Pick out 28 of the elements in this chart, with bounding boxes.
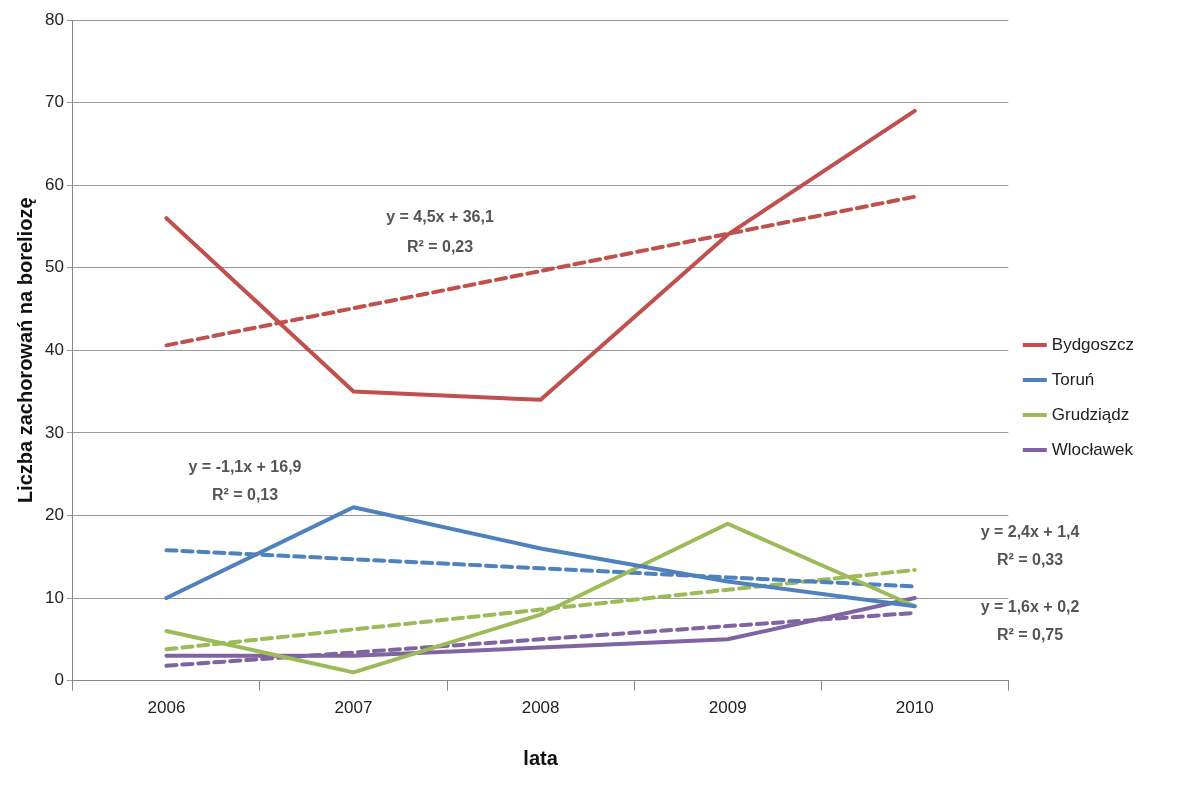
y-tick-label: 40 — [44, 339, 64, 359]
annotation: y = 4,5x + 36,1 — [386, 208, 494, 226]
y-tick-label: 70 — [44, 92, 64, 112]
y-tick-label: 60 — [44, 174, 64, 194]
y-tick-label: 20 — [44, 505, 64, 525]
legend-label: Wlocławek — [1051, 439, 1134, 459]
annotation: R² = 0,23 — [406, 238, 474, 256]
y-tick-label: 10 — [44, 587, 64, 607]
x-axis-title: lata — [523, 746, 559, 769]
y-tick-label: 50 — [44, 257, 64, 277]
legend-label: Grudziądz — [1051, 404, 1130, 424]
annotation: R² = 0,75 — [996, 626, 1064, 644]
x-tick-label: 2008 — [521, 698, 560, 718]
y-tick-label: 80 — [44, 9, 64, 29]
annotation: R² = 0,13 — [211, 486, 279, 504]
legend-label: Bydgoszcz — [1051, 334, 1134, 354]
annotation: y = 2,4x + 1,4 — [980, 523, 1080, 541]
y-axis-title: Liczba zachorowań na boreliozę — [13, 197, 36, 504]
y-tick-label: 30 — [44, 422, 64, 442]
legend-label: Toruń — [1051, 369, 1095, 389]
x-tick-label: 2006 — [147, 698, 186, 718]
annotation: y = -1,1x + 16,9 — [188, 458, 302, 476]
annotation: R² = 0,33 — [996, 551, 1064, 569]
x-tick-label: 2009 — [708, 698, 747, 718]
x-tick-label: 2010 — [895, 698, 934, 718]
annotation: y = 1,6x + 0,2 — [980, 598, 1080, 616]
y-tick-label: 0 — [54, 670, 64, 690]
x-tick-label: 2007 — [334, 698, 373, 718]
